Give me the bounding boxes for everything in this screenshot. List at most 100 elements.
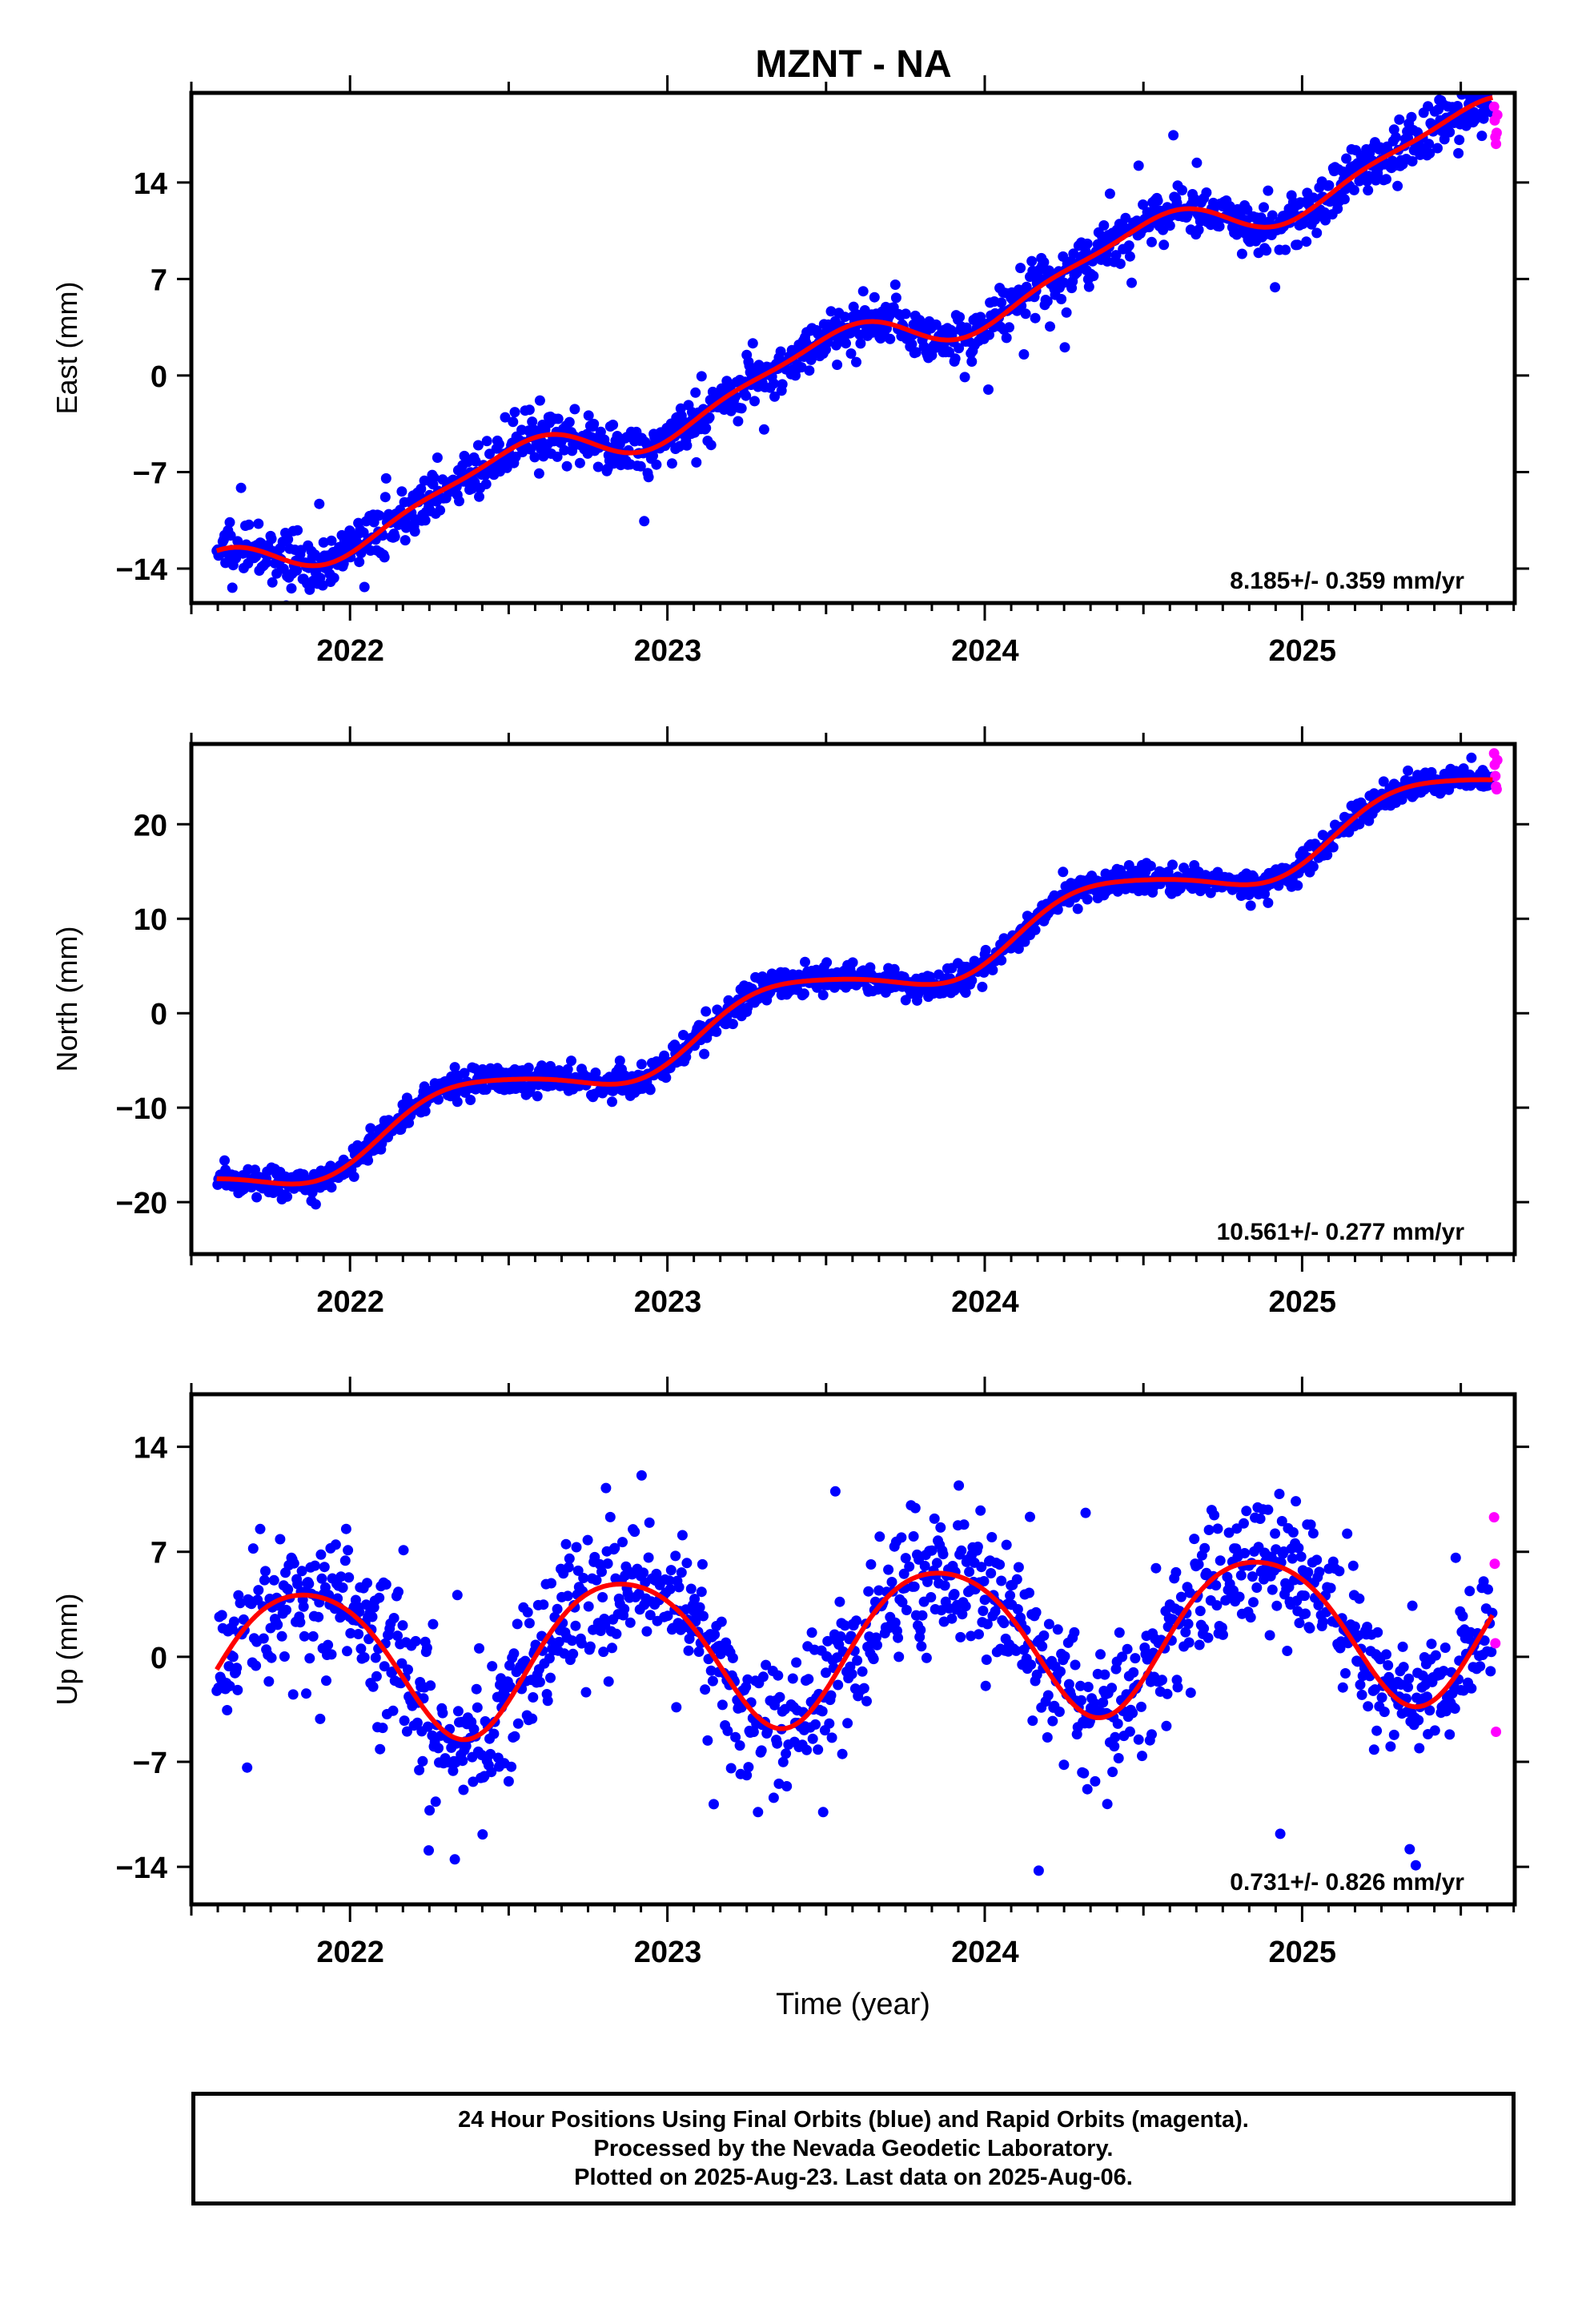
data-point	[340, 1523, 351, 1534]
data-point	[1356, 1689, 1367, 1700]
data-point	[848, 301, 859, 312]
data-point	[1452, 101, 1463, 111]
data-point	[639, 516, 650, 527]
data-point	[960, 1601, 971, 1612]
data-point	[845, 1630, 857, 1642]
data-point	[643, 472, 654, 483]
rapid-data-point	[1492, 754, 1503, 766]
data-point	[396, 486, 408, 497]
model-fit-line-north	[216, 777, 1493, 1187]
data-point	[1372, 1626, 1383, 1638]
data-point	[1347, 1560, 1359, 1571]
data-point	[906, 339, 917, 350]
data-point	[1383, 1671, 1395, 1683]
data-point	[227, 1651, 239, 1663]
series-rapid-orbits-east	[1488, 101, 1503, 150]
data-point	[359, 581, 370, 593]
data-point	[821, 1667, 831, 1679]
data-point	[996, 297, 1007, 308]
data-point	[1313, 1599, 1324, 1610]
data-point	[761, 1659, 772, 1671]
data-point	[235, 482, 247, 493]
data-point	[909, 1502, 921, 1514]
data-point	[1391, 132, 1401, 143]
data-point	[592, 461, 604, 472]
data-point	[263, 1676, 275, 1687]
data-point	[597, 1592, 608, 1602]
data-point	[1454, 135, 1465, 146]
data-point	[1423, 139, 1435, 150]
data-point	[1439, 1642, 1451, 1653]
data-point	[839, 312, 850, 323]
data-point	[571, 1542, 582, 1553]
data-point	[422, 1721, 433, 1732]
data-point	[570, 1620, 581, 1631]
data-point	[852, 1655, 863, 1666]
data-point	[457, 1755, 468, 1767]
data-point	[296, 1566, 307, 1577]
data-point	[231, 1663, 243, 1674]
data-point	[741, 390, 752, 401]
data-point	[563, 1562, 574, 1573]
data-point	[1466, 1683, 1477, 1694]
data-point	[251, 1660, 262, 1671]
rapid-data-point	[1490, 1638, 1501, 1649]
data-point	[534, 395, 545, 406]
y-tick-label: 20	[134, 809, 167, 842]
data-point	[512, 1618, 523, 1630]
data-point	[1397, 1641, 1408, 1652]
x-tick-label: 2025	[1269, 1285, 1337, 1319]
y-tick-label: 7	[151, 263, 167, 297]
data-point	[1133, 160, 1144, 171]
y-tick-label: −7	[133, 1747, 167, 1780]
data-point	[1099, 1669, 1110, 1680]
data-point	[1137, 1751, 1147, 1762]
data-point	[1275, 1828, 1286, 1839]
data-point	[704, 412, 715, 423]
data-point	[1317, 1616, 1328, 1627]
data-point	[227, 582, 238, 593]
data-point	[374, 510, 385, 521]
data-point	[360, 1599, 371, 1610]
footer-line-1: 24 Hour Positions Using Final Orbits (bl…	[458, 2107, 1249, 2133]
y-axis-label: North (mm)	[50, 927, 83, 1072]
data-point	[591, 1574, 602, 1586]
data-point	[1124, 1726, 1135, 1737]
data-point	[523, 1062, 534, 1073]
data-point	[1453, 147, 1464, 159]
data-point	[251, 1192, 263, 1203]
data-point	[1263, 1504, 1274, 1515]
data-point	[730, 1731, 741, 1743]
data-point	[612, 431, 623, 441]
data-point	[567, 1635, 578, 1647]
data-point	[1239, 1518, 1249, 1529]
data-point	[693, 1647, 705, 1657]
data-point	[580, 1687, 592, 1698]
data-point	[791, 1657, 802, 1668]
data-point	[1410, 1860, 1421, 1871]
data-point	[219, 1155, 230, 1166]
data-point	[896, 1532, 907, 1543]
data-point	[636, 1059, 647, 1070]
data-point	[919, 1560, 930, 1571]
data-point	[1293, 1542, 1304, 1554]
data-point	[1404, 1844, 1415, 1855]
data-point	[772, 1738, 783, 1749]
data-point	[363, 1155, 374, 1166]
data-point	[1068, 248, 1079, 259]
data-point	[582, 1534, 593, 1546]
data-point	[696, 371, 707, 382]
data-point	[904, 1561, 915, 1572]
data-point	[279, 1651, 290, 1662]
data-point	[319, 1562, 330, 1573]
data-point	[796, 362, 807, 373]
data-point	[281, 1604, 291, 1615]
data-point	[1478, 1576, 1489, 1587]
data-point	[1270, 1528, 1281, 1539]
data-point	[930, 319, 942, 330]
data-point	[893, 1632, 904, 1643]
data-point	[286, 583, 297, 594]
data-point	[1303, 1566, 1314, 1578]
data-point	[596, 1566, 607, 1578]
data-point	[527, 1713, 538, 1724]
